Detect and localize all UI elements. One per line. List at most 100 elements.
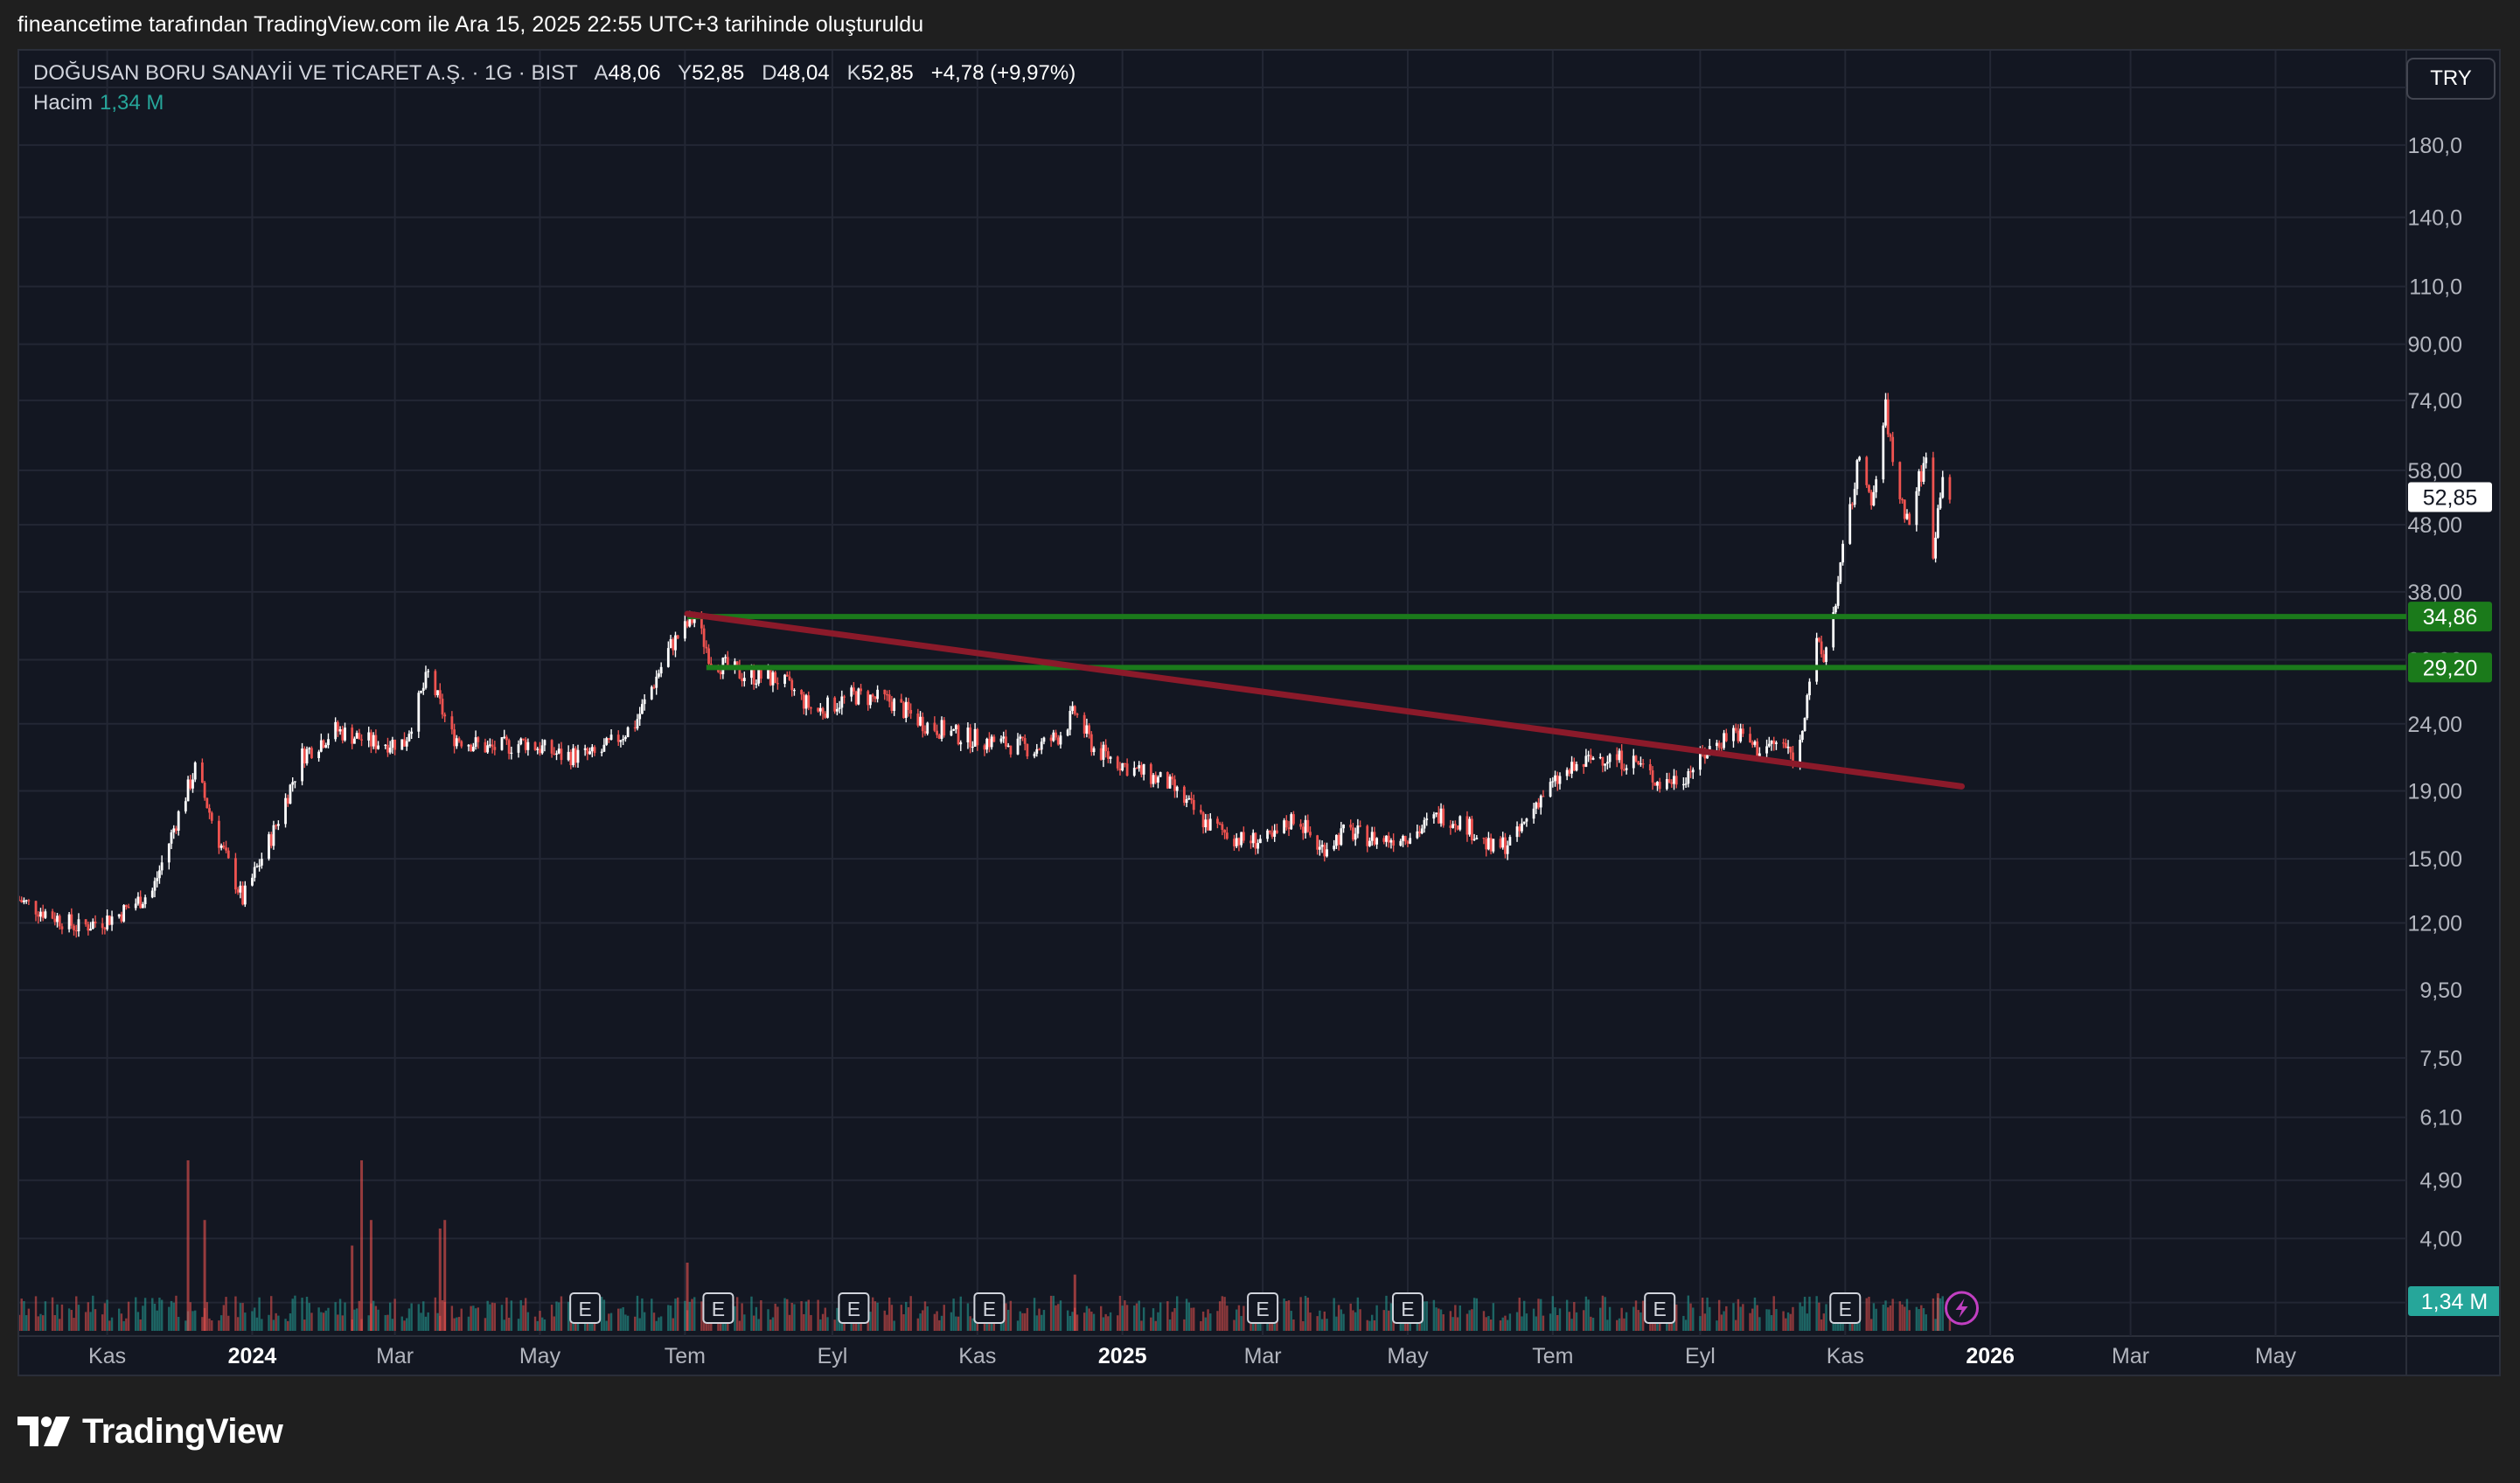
candle-body xyxy=(388,748,392,753)
earnings-marker[interactable]: E xyxy=(1247,1292,1279,1324)
earnings-marker[interactable]: E xyxy=(569,1292,602,1324)
volume-bar xyxy=(1803,1297,1806,1331)
lightning-icon[interactable] xyxy=(1945,1291,1980,1326)
volume-bar xyxy=(916,1318,920,1331)
earnings-marker[interactable]: E xyxy=(973,1292,1006,1324)
volume-bar xyxy=(1218,1301,1222,1331)
volume-bar xyxy=(907,1306,910,1331)
candle-body xyxy=(505,736,508,741)
volume-bar xyxy=(1535,1316,1538,1331)
candle-body xyxy=(1304,819,1307,833)
candle-body xyxy=(222,845,226,848)
candle-body xyxy=(1287,827,1291,830)
volume-bar xyxy=(669,1305,672,1331)
volume-bar xyxy=(317,1307,320,1331)
last-volume-badge xyxy=(2408,1286,2499,1316)
earnings-marker[interactable]: E xyxy=(1644,1292,1676,1324)
volume-bar xyxy=(1742,1304,1744,1331)
candle-body xyxy=(1482,838,1486,839)
candle-body xyxy=(53,918,57,923)
candle-body xyxy=(1485,839,1488,850)
x-tick-label: 2025 xyxy=(1098,1344,1147,1368)
volume-bar xyxy=(327,1307,330,1331)
candle-body xyxy=(557,748,560,754)
candle-body xyxy=(543,740,546,746)
candle-body xyxy=(1157,776,1159,783)
volume-bar xyxy=(1768,1309,1771,1331)
volume-bar xyxy=(500,1305,504,1331)
volume-bar xyxy=(1735,1319,1737,1331)
volume-bar xyxy=(75,1296,78,1331)
volume-bar xyxy=(767,1309,769,1331)
candle-body xyxy=(1175,786,1179,791)
volume-bar xyxy=(807,1299,810,1331)
symbol-name[interactable]: DOĞUSAN BORU SANAYİİ VE TİCARET A.Ş. · 1… xyxy=(33,61,578,85)
volume-bar xyxy=(1438,1308,1440,1331)
volume-bar xyxy=(1753,1297,1757,1331)
candle-body xyxy=(1235,838,1238,846)
candle-body xyxy=(1333,846,1336,850)
candle-body xyxy=(1855,460,1859,490)
volume-bar xyxy=(1865,1298,1868,1331)
volume-bar xyxy=(1299,1297,1302,1331)
volume-bar xyxy=(719,1320,722,1331)
candle-body xyxy=(854,691,858,705)
candle-body xyxy=(641,704,644,714)
candle-body xyxy=(1292,814,1295,825)
earnings-marker-box xyxy=(1391,1292,1424,1324)
candle-body xyxy=(1356,825,1360,834)
volume-bar xyxy=(522,1305,525,1331)
x-tick-label: Tem xyxy=(1532,1344,1573,1368)
candle-body xyxy=(1059,735,1062,745)
volume-bar xyxy=(1709,1306,1711,1331)
volume-bar xyxy=(943,1305,945,1331)
volume-bar xyxy=(1471,1309,1473,1331)
candle-body xyxy=(275,825,278,826)
volume-bar xyxy=(23,1300,25,1331)
earnings-marker[interactable]: E xyxy=(838,1292,870,1324)
candle-body xyxy=(1758,753,1761,756)
candle-body xyxy=(555,753,558,755)
candle-body xyxy=(1038,748,1041,751)
volume-bar xyxy=(1333,1298,1335,1331)
earnings-marker-label: E xyxy=(578,1298,591,1320)
volume-bar xyxy=(1799,1302,1801,1331)
earnings-marker[interactable]: E xyxy=(1391,1292,1424,1324)
volume-bar xyxy=(1026,1307,1029,1331)
candle-body xyxy=(438,690,442,700)
earnings-marker[interactable]: E xyxy=(702,1292,734,1324)
tradingview-logo[interactable]: TradingView xyxy=(17,1410,283,1453)
volume-bar xyxy=(543,1319,546,1331)
candle-body xyxy=(1435,812,1438,815)
chart-frame[interactable]: 220,0180,0140,0110,090,0074,0058,0048,00… xyxy=(17,49,2501,1376)
volume-bar xyxy=(1606,1319,1609,1331)
volume-bar xyxy=(353,1309,356,1331)
candle-body xyxy=(1337,834,1340,846)
earnings-marker-box xyxy=(1829,1292,1862,1324)
volume-bar xyxy=(1057,1304,1060,1331)
candle-body xyxy=(954,725,957,730)
candle-body xyxy=(1525,818,1528,822)
volume-bar xyxy=(1157,1312,1159,1331)
candle-body xyxy=(1121,762,1124,771)
volume-label[interactable]: Hacim xyxy=(33,91,94,115)
volume-bar xyxy=(1584,1296,1588,1331)
earnings-marker[interactable]: E xyxy=(1829,1292,1862,1324)
candle-body xyxy=(286,797,289,804)
volume-bar xyxy=(484,1318,487,1331)
volume-bar xyxy=(73,1318,75,1331)
candle-body xyxy=(1240,832,1243,846)
volume-bar xyxy=(89,1312,92,1331)
currency-button[interactable]: TRY xyxy=(2406,58,2496,100)
volume-bar xyxy=(1190,1307,1193,1331)
x-tick-label: Mar xyxy=(1244,1344,1282,1368)
candle-body xyxy=(1359,825,1361,827)
candle-body xyxy=(1820,641,1823,655)
candle-body xyxy=(1159,772,1162,777)
candle-body xyxy=(510,752,513,755)
candle-body xyxy=(122,905,126,922)
volume-bar xyxy=(160,1299,164,1331)
volume-bar xyxy=(1090,1312,1093,1331)
volume-bar xyxy=(1235,1309,1238,1331)
chart-canvas[interactable]: 220,0180,0140,0110,090,0074,0058,0048,00… xyxy=(19,51,2499,1375)
